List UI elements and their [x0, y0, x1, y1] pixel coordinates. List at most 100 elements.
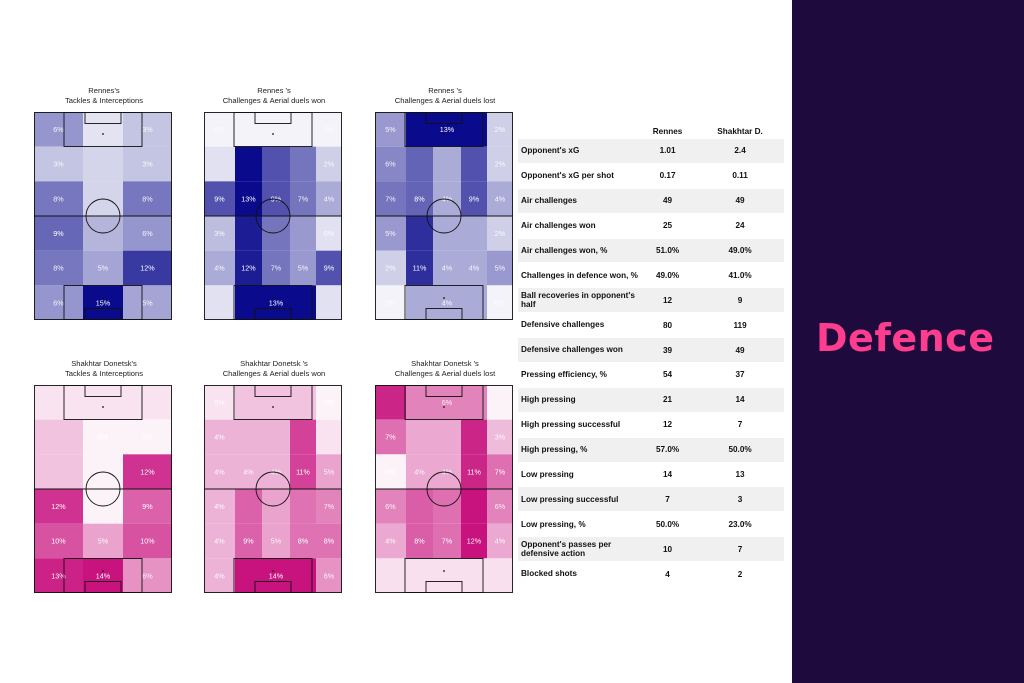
heatmap-cell: [375, 285, 406, 320]
stat-value-rennes: 12: [639, 287, 697, 313]
heatmap-cell: [406, 454, 433, 489]
heatmap-cell-label: 0%: [324, 125, 335, 134]
heatmap-cell: [406, 558, 433, 593]
table-row: Air challenges 49 49: [518, 187, 784, 214]
heatmap-cell: [123, 385, 172, 420]
heatmap-cell: [316, 523, 342, 559]
heatmap-cell-label: 2%: [495, 160, 506, 169]
stat-label: Low pressing successful: [518, 486, 639, 512]
heatmap-cell: [83, 558, 123, 593]
heatmap-cell: [316, 146, 342, 182]
heatmap-cell: [316, 216, 342, 251]
heatmap-cell: [433, 181, 461, 216]
stat-value-rennes: 57.0%: [639, 436, 697, 463]
heatmap-cell: [34, 489, 83, 524]
heatmap-cell: [235, 216, 262, 251]
heatmap-cell-label: 2%: [495, 229, 506, 238]
heatmap-cell: [262, 385, 290, 420]
heatmap-cell: [433, 112, 461, 147]
heatmap-cell-label: 4%: [214, 502, 225, 511]
stat-value-rennes: 39: [639, 337, 697, 363]
pitch-heatmap: 0% 0% 12% 12% 9% 10% 5% 10% 13% 14% 6%: [34, 385, 172, 593]
heatmap-cell: [83, 146, 123, 182]
heatmap-cell: [262, 112, 290, 147]
heatmap-cell: [316, 558, 342, 593]
table-row: Low pressing successful 7 3: [518, 486, 784, 512]
stat-label: Defensive challenges: [518, 312, 639, 338]
heatmap-cell: [406, 419, 433, 455]
table-header-row: Rennes Shakhtar D.: [518, 124, 784, 139]
heatmap-cell: [290, 489, 316, 524]
heatmap-cell: [204, 454, 235, 489]
heatmap-cell: [235, 285, 262, 320]
heatmap-cell: [34, 146, 83, 182]
heatmap-cell: [235, 385, 262, 420]
heatmap-cell-label: 2%: [385, 264, 396, 273]
heatmap-cell: [290, 216, 316, 251]
table-row: Air challenges won 25 24: [518, 212, 784, 239]
heatmap-cell-label: 8%: [142, 194, 153, 203]
heatmap-cell: [204, 250, 235, 286]
heatmap-cell: [34, 454, 83, 489]
heatmap-cell: [433, 285, 461, 320]
heatmap-cell-label: 5%: [385, 125, 396, 134]
heatmap-cell-label: 12%: [241, 264, 256, 273]
stat-label: Low pressing, %: [518, 511, 639, 537]
heatmap-cell-label: 4%: [442, 264, 453, 273]
heatmap-cell-label: 12%: [51, 502, 66, 511]
stat-value-rennes: 12: [639, 411, 697, 438]
heatmap-title-line: Challenges & Aerial duels won: [222, 95, 326, 105]
heatmap-cell: [123, 216, 172, 251]
stat-value-rennes: 14: [639, 461, 697, 487]
heatmap-cell: [204, 146, 235, 182]
heatmap-cell: [290, 250, 316, 286]
stat-label: Blocked shots: [518, 561, 639, 587]
table-row: Defensive challenges won 39 49: [518, 337, 784, 363]
heatmap-cell-label: 0%: [385, 298, 396, 307]
heatmap-cell-label: 5%: [324, 467, 335, 476]
heatmap-cell: [83, 250, 123, 286]
stat-value-shakhtar: 49.0%: [696, 237, 784, 263]
heatmap-cell-label: 0%: [495, 298, 506, 307]
heatmap-cell-label: 4%: [414, 467, 425, 476]
heatmap-cell: [34, 385, 83, 420]
heatmap-cell-label: 11%: [413, 264, 427, 273]
heatmap-title: Shakhtar Donetsk 's Challenges & Aerial d…: [335, 359, 555, 378]
heatmap-cell-label: 9%: [142, 502, 153, 511]
table-row: Opponent's xG per shot 0.17 0.11: [518, 162, 784, 189]
stat-label: Defensive challenges won: [518, 337, 639, 363]
heatmap-cell-label: 10%: [140, 537, 155, 546]
heatmap-cell-label: 4%: [385, 537, 396, 546]
heatmap-cell: [123, 285, 172, 320]
stat-value-shakhtar: 119: [696, 312, 784, 338]
heatmap-cell-label: 11%: [467, 467, 481, 476]
stat-label: Challenges in defence won, %: [518, 262, 639, 288]
heatmap-cell: [461, 454, 487, 489]
heatmap-cell: [406, 146, 433, 182]
stat-value-shakhtar: 7: [696, 411, 784, 438]
stat-value-shakhtar: 49: [696, 337, 784, 363]
heatmap-cell: [487, 250, 513, 286]
heatmap-title-line: Challenges & Aerial duels lost: [394, 368, 496, 378]
center-circle: [426, 471, 462, 507]
stat-value-shakhtar: 2.4: [696, 138, 784, 164]
heatmap-title: Shakhtar Donetsk 's Challenges & Aerial d…: [164, 359, 384, 378]
heatmap-title-line: Tackles & Interceptions: [64, 95, 144, 105]
heatmap-cell-label: 7%: [324, 502, 335, 511]
stat-label: Opponent's xG: [518, 138, 639, 164]
heatmap-cell: [406, 523, 433, 559]
heatmap-cell: [433, 216, 461, 251]
heatmap-cell-label: 8%: [414, 537, 425, 546]
heatmap-cell-label: 6%: [53, 125, 64, 134]
heatmap-cell: [235, 454, 262, 489]
stat-value-rennes: 51.0%: [639, 237, 697, 263]
stat-value-shakhtar: 13: [696, 461, 784, 487]
heatmap-title-line: Shakhtar Donetsk 's: [240, 359, 308, 368]
penalty-spot: [272, 297, 274, 299]
heatmap-cell: [204, 285, 235, 320]
heatmap-cell: [235, 489, 262, 524]
stat-value-shakhtar: 37: [696, 362, 784, 388]
stat-value-shakhtar: 50.0%: [696, 436, 784, 463]
heatmap-cell: [123, 146, 172, 182]
heatmap-cell: [123, 558, 172, 593]
